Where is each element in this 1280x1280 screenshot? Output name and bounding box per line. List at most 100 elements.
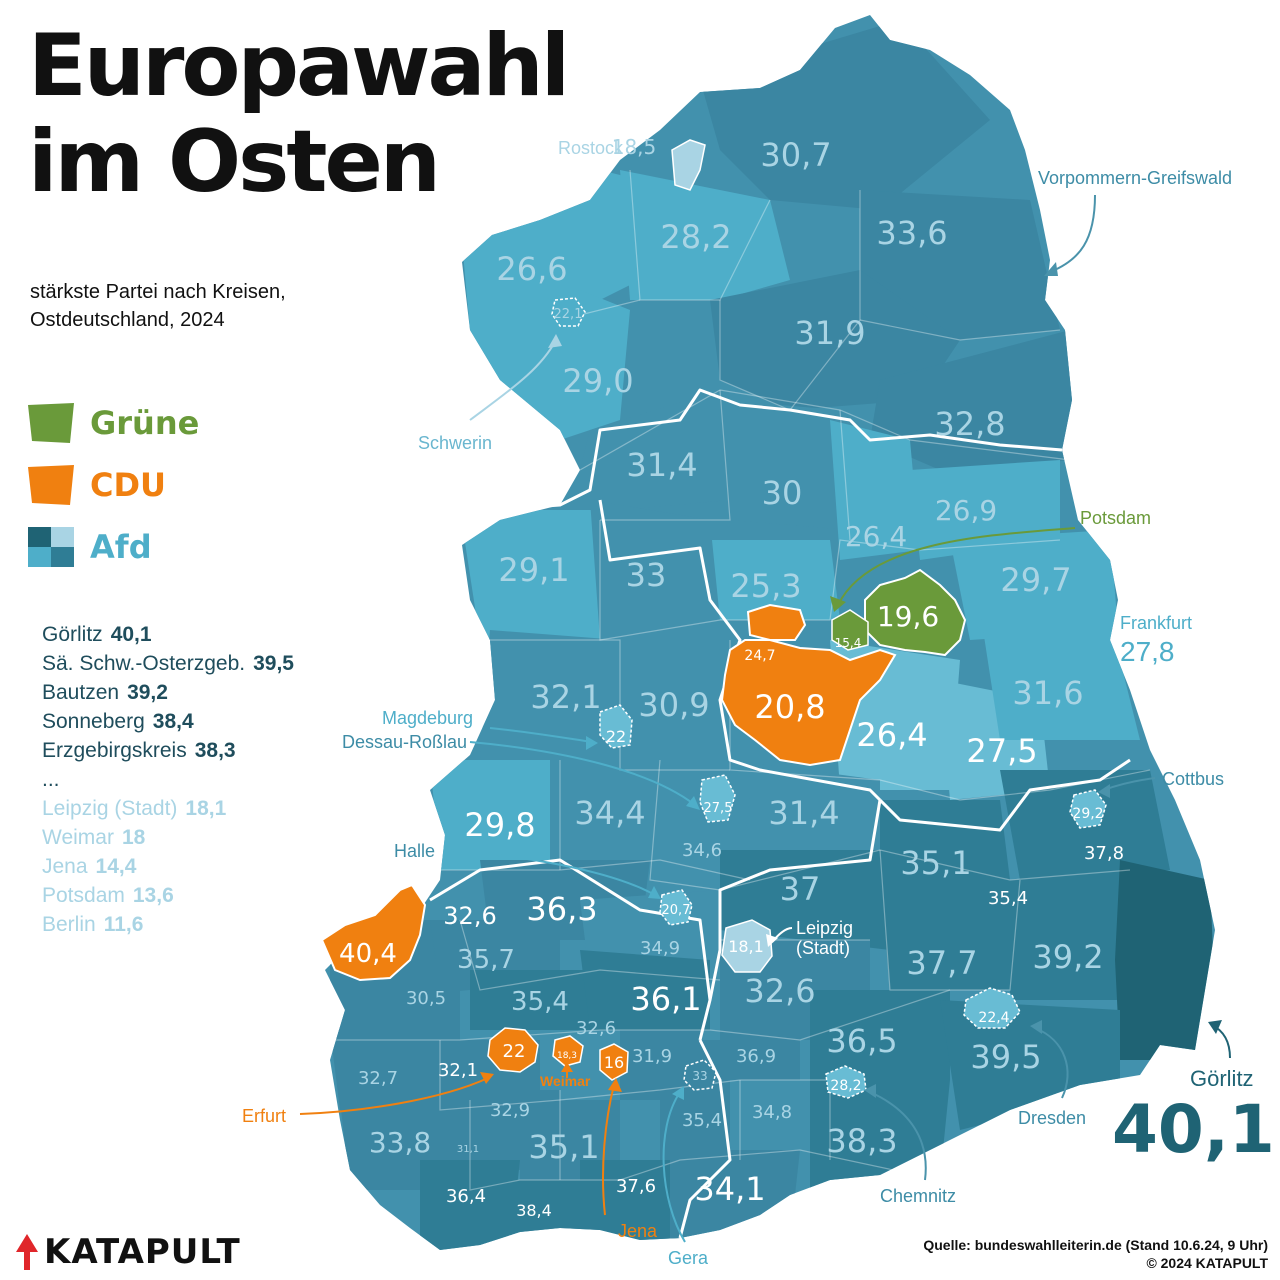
district-value-label: 35,1 bbox=[900, 844, 971, 882]
district-value-label: 33,8 bbox=[369, 1126, 431, 1159]
district-value-label: 34,1 bbox=[694, 1170, 765, 1208]
district-value-label: 29,8 bbox=[464, 806, 535, 844]
border-st-sn bbox=[708, 799, 882, 1001]
district-value-label: 40,4 bbox=[339, 939, 397, 969]
callout-arrowheads bbox=[480, 262, 1222, 1100]
district-jena bbox=[599, 1043, 629, 1081]
source-note: Quelle: bundeswahlleiterin.de (Stand 10.… bbox=[923, 1236, 1268, 1272]
callout-rostock: Rostock bbox=[558, 138, 624, 158]
district-value-label: 39,5 bbox=[970, 1038, 1041, 1076]
district-value-label: 32,1 bbox=[530, 678, 601, 716]
district-potsdam bbox=[831, 609, 869, 651]
callout-gera: Gera bbox=[668, 1248, 709, 1268]
region-harz bbox=[430, 760, 560, 870]
district-value-label: 34,9 bbox=[640, 938, 680, 959]
ranking-value: 40,1 bbox=[110, 623, 152, 646]
region-mittelsachsen bbox=[810, 990, 950, 1080]
district-value-label: 26,4 bbox=[856, 716, 927, 754]
callout-leipzig-1: Leipzig bbox=[796, 918, 853, 938]
district-value-label: 29,1 bbox=[498, 551, 569, 589]
district-leipzig-stadt bbox=[721, 919, 773, 973]
ranking-value: 39,2 bbox=[127, 681, 168, 704]
region-goerlitz bbox=[1115, 860, 1215, 1060]
arrow-magdeburg bbox=[489, 727, 593, 743]
district-weimar bbox=[552, 1035, 584, 1067]
district-value-label: 37,7 bbox=[906, 944, 977, 982]
ranking-name: Weimar bbox=[42, 826, 114, 849]
callout-dresden: Dresden bbox=[1018, 1108, 1086, 1128]
district-value-label: 35,4 bbox=[682, 1110, 722, 1131]
region-boerde bbox=[480, 630, 620, 760]
district-value-label: 25,3 bbox=[730, 567, 801, 605]
brand-name: KATAPULT bbox=[44, 1232, 241, 1272]
ranking-name: Görlitz bbox=[42, 623, 103, 646]
ranking-name: Sonneberg bbox=[42, 710, 145, 733]
district-value-label: 37 bbox=[780, 870, 821, 908]
region-salzland bbox=[550, 760, 660, 860]
copyright-line: © 2024 KATAPULT bbox=[1146, 1255, 1268, 1271]
district-value-label: 30 bbox=[762, 474, 803, 512]
ranking-name: Sä. Schw.-Osterzgeb. bbox=[42, 652, 246, 675]
arrow-potsdam bbox=[837, 527, 1076, 606]
ranking-row: Sonneberg 38,4 bbox=[42, 707, 294, 736]
border-st-th bbox=[429, 858, 712, 1041]
callout-leipzig-2: (Stadt) bbox=[796, 938, 850, 958]
district-eichsfeld bbox=[320, 883, 427, 982]
ranking-value: 11,6 bbox=[103, 913, 144, 936]
district-value-label: 31,9 bbox=[632, 1046, 672, 1067]
callout-frankfurt-value: 27,8 bbox=[1120, 636, 1175, 667]
border-bb-sn bbox=[878, 758, 1131, 832]
district-value-label: 32,6 bbox=[443, 902, 496, 930]
legend-item-gruene: Grüne bbox=[28, 392, 199, 454]
callout-labels: Rostock Vorpommern-Greifswald Schwerin P… bbox=[242, 138, 1275, 1268]
gruene-swatch-icon bbox=[28, 403, 74, 443]
callout-schwerin: Schwerin bbox=[418, 433, 492, 453]
arrow-schwerin bbox=[469, 339, 557, 421]
district-value-label: 32,7 bbox=[358, 1068, 398, 1089]
ranking-name: Erzgebirgskreis bbox=[42, 739, 187, 762]
district-value-label: 27,5 bbox=[966, 732, 1037, 770]
ranking-row: Erzgebirgskreis 38,3 bbox=[42, 736, 294, 765]
district-value-label: 22 bbox=[503, 1041, 526, 1062]
district-value-label: 33 bbox=[692, 1069, 707, 1083]
callout-dessau: Dessau-Roßlau bbox=[342, 732, 467, 752]
district-value-label: 39,2 bbox=[1032, 938, 1103, 976]
region-meissen bbox=[880, 880, 1020, 990]
district-value-label: 22,4 bbox=[978, 1010, 1009, 1026]
district-value-label: 36,4 bbox=[446, 1186, 486, 1207]
region-hildburghausen bbox=[420, 1160, 520, 1250]
ranking-row: Bautzen 39,2 bbox=[42, 678, 294, 707]
callout-goerlitz-value: 40,1 bbox=[1112, 1091, 1275, 1168]
subtitle: stärkste Partei nach Kreisen, Ostdeutsch… bbox=[30, 278, 286, 334]
district-borders bbox=[330, 169, 1151, 1191]
callout-jena: Jena bbox=[618, 1221, 658, 1241]
district-value-label: 26,9 bbox=[935, 494, 997, 527]
district-schwerin bbox=[551, 297, 586, 327]
source-line: Quelle: bundeswahlleiterin.de (Stand 10.… bbox=[923, 1237, 1268, 1253]
region-ostprignitz bbox=[720, 400, 850, 530]
district-berlin bbox=[864, 568, 967, 657]
ranking-value: 13,6 bbox=[132, 884, 174, 907]
district-value-label: 29,0 bbox=[562, 362, 633, 400]
callout-halle: Halle bbox=[394, 841, 435, 861]
district-value-label: 30,9 bbox=[638, 686, 709, 724]
ranking-value: 14,4 bbox=[95, 855, 137, 878]
callout-vorpommern: Vorpommern-Greifswald bbox=[1038, 168, 1232, 188]
region-barnim bbox=[910, 460, 1060, 560]
district-value-label: 29,2 bbox=[1072, 806, 1103, 822]
district-erfurt bbox=[487, 1027, 539, 1073]
region-vorpommern-greifswald bbox=[860, 190, 1060, 340]
district-value-label: 36,5 bbox=[826, 1022, 897, 1060]
region-havelland bbox=[700, 540, 840, 620]
region-gotha bbox=[330, 1030, 440, 1110]
legend-item-cdu: CDU bbox=[28, 454, 199, 516]
region-bautzen bbox=[1010, 870, 1140, 1000]
ranking-row: Görlitz 40,1 bbox=[42, 620, 294, 649]
district-value-label: 35,4 bbox=[988, 888, 1028, 909]
ranking-ellipsis: ... bbox=[42, 768, 60, 791]
arrow-chemnitz bbox=[869, 1091, 927, 1181]
callout-frankfurt: Frankfurt bbox=[1120, 613, 1192, 633]
katapult-icon bbox=[16, 1234, 38, 1270]
callout-arrows bbox=[299, 194, 1231, 1243]
title-line-2: im Osten bbox=[28, 112, 441, 212]
